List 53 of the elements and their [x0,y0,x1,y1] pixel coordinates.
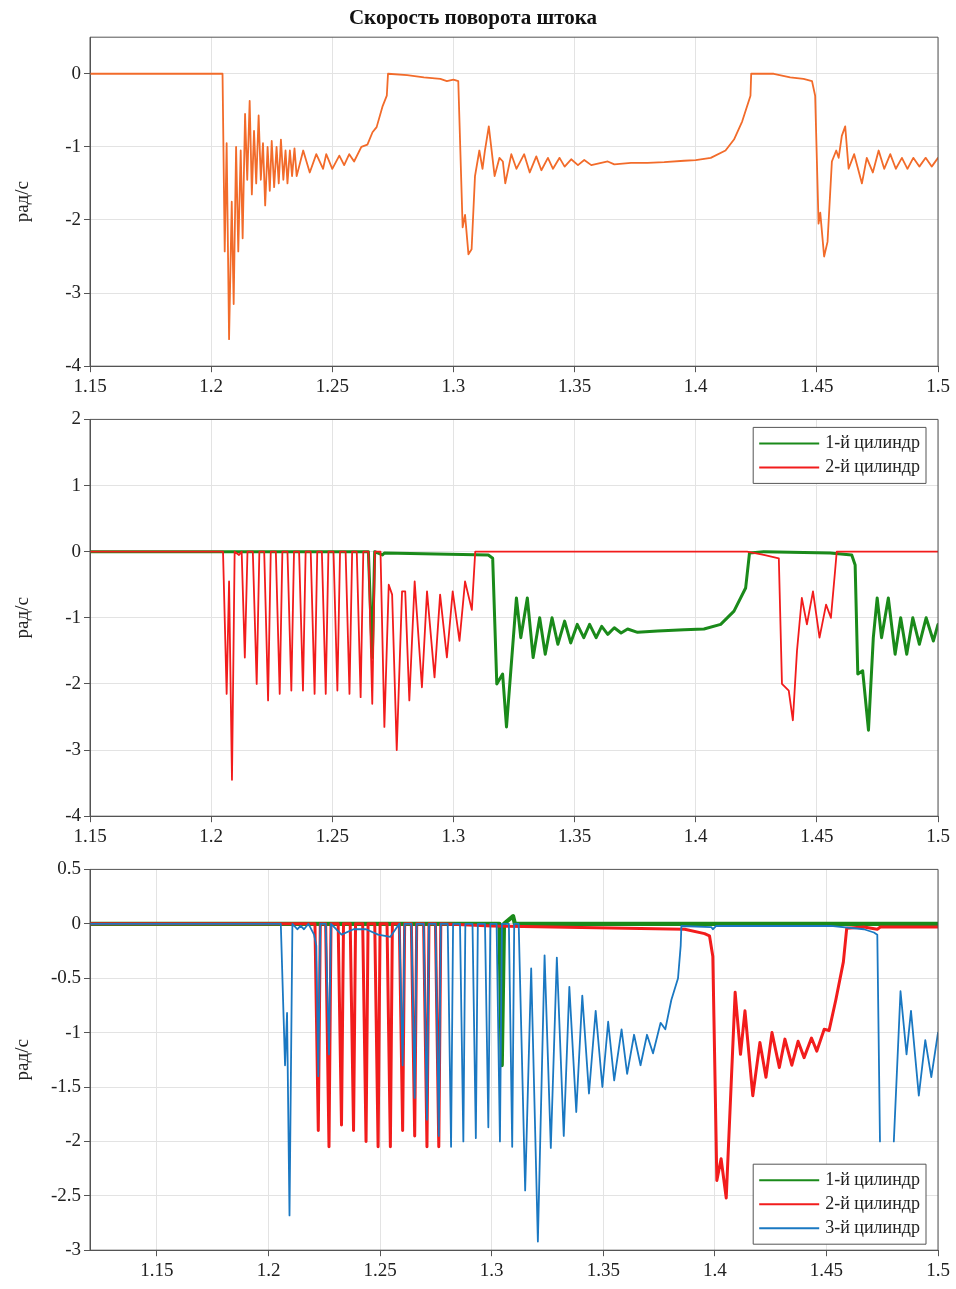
legend-label: 3-й цилиндр [825,1216,921,1237]
y-tick-label: 0 [71,539,81,561]
legend-label: 2-й цилиндр [825,1192,921,1213]
y-tick-label: -2.5 [50,1183,81,1205]
x-tick-label: 1.35 [557,824,592,846]
x-tick-label: 1.4 [683,374,709,396]
x-tick-label: 1.2 [199,374,224,396]
x-tick-label: 1.35 [557,374,592,396]
y-axis-title: рад/с [11,1039,33,1081]
x-tick-label: 1.25 [363,1258,397,1280]
x-tick-label: 1.5 [926,374,950,396]
y-tick-label: -2 [65,207,81,229]
y-tick-label: -0.5 [50,966,81,988]
y-tick-label: -4 [65,354,82,376]
y-tick-label: -3 [65,738,81,760]
x-tick-label: 1.15 [73,374,107,396]
y-tick-label: -3 [65,281,81,303]
x-tick-label: 1.3 [441,374,466,396]
x-tick-label: 1.45 [809,1258,844,1280]
x-tick-label: 1.2 [256,1258,281,1280]
x-tick-label: 1.25 [315,374,349,396]
x-tick-label: 1.45 [800,824,834,846]
y-axis-title: рад/с [11,181,33,223]
x-tick-label: 1.3 [479,1258,504,1280]
x-tick-label: 1.3 [441,824,466,846]
y-tick-label: -3 [65,1238,81,1260]
x-tick-label: 1.4 [683,824,709,846]
x-tick-label: 1.45 [800,374,834,396]
x-tick-label: 1.35 [586,1258,620,1280]
y-tick-label: 0 [71,61,81,83]
x-tick-label: 1.2 [199,824,224,846]
y-tick-label: 1 [71,473,81,495]
y-tick-label: -2 [65,671,81,693]
y-tick-label: -4 [65,804,82,826]
x-tick-label: 1.5 [926,824,950,846]
x-tick-label: 1.4 [702,1258,728,1280]
y-tick-label: -2 [65,1129,81,1151]
y-tick-label: 2 [71,407,81,429]
x-tick-label: 1.15 [73,824,107,846]
legend-label: 1-й цилиндр [825,1168,921,1189]
chart-title: Скорость поворота штока [348,5,598,30]
legend-label: 2-й цилиндр [825,456,921,477]
y-tick-label: 0.5 [57,857,81,879]
y-axis-title: рад/с [11,597,33,639]
x-tick-label: 1.5 [926,1258,950,1280]
y-tick-label: -1 [65,605,81,627]
y-tick-label: -1.5 [50,1074,81,1096]
legend-label: 1-й цилиндр [825,432,921,453]
y-tick-label: 0 [71,911,81,933]
y-tick-label: -1 [65,134,81,156]
x-tick-label: 1.15 [140,1258,174,1280]
y-tick-label: -1 [65,1020,81,1042]
x-tick-label: 1.25 [315,824,349,846]
